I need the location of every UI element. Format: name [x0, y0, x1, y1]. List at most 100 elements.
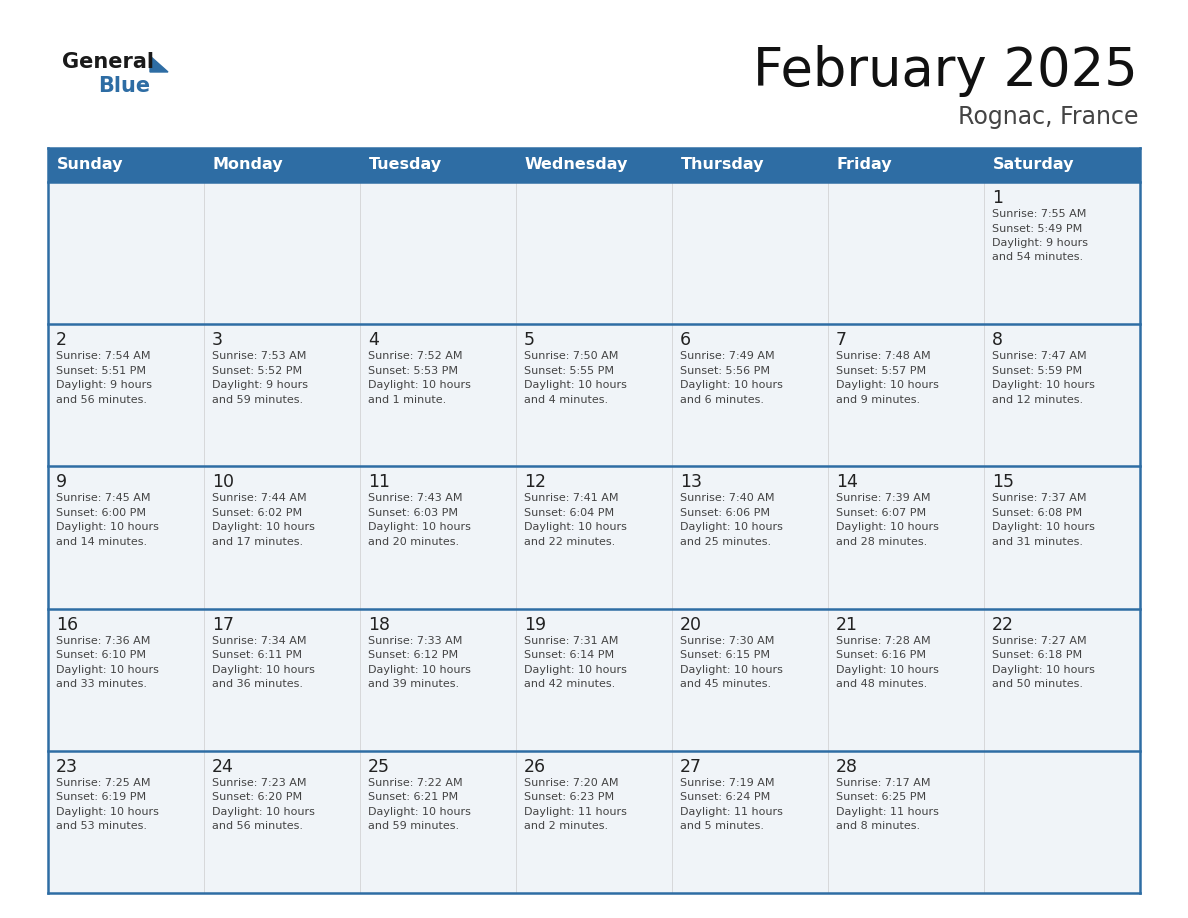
Bar: [48, 466, 204, 609]
Text: Sunrise: 7:39 AM: Sunrise: 7:39 AM: [836, 493, 930, 503]
Text: 26: 26: [524, 757, 546, 776]
Text: and 33 minutes.: and 33 minutes.: [56, 679, 147, 689]
Text: Sunset: 6:03 PM: Sunset: 6:03 PM: [368, 508, 459, 518]
Text: Sunrise: 7:34 AM: Sunrise: 7:34 AM: [211, 635, 307, 645]
Text: and 56 minutes.: and 56 minutes.: [211, 822, 303, 832]
Text: Sunset: 5:53 PM: Sunset: 5:53 PM: [368, 365, 459, 375]
Text: 17: 17: [211, 616, 234, 633]
Bar: [828, 751, 984, 893]
Text: 4: 4: [368, 331, 379, 349]
Bar: [672, 609, 828, 751]
Text: 25: 25: [368, 757, 390, 776]
Text: Daylight: 10 hours: Daylight: 10 hours: [56, 665, 159, 675]
Text: Sunset: 5:51 PM: Sunset: 5:51 PM: [56, 365, 146, 375]
Text: Daylight: 10 hours: Daylight: 10 hours: [368, 522, 470, 532]
Bar: [360, 751, 516, 893]
Text: and 4 minutes.: and 4 minutes.: [524, 395, 608, 405]
Text: and 2 minutes.: and 2 minutes.: [524, 822, 608, 832]
Text: Daylight: 10 hours: Daylight: 10 hours: [680, 665, 783, 675]
Text: and 28 minutes.: and 28 minutes.: [836, 537, 928, 547]
Text: Sunset: 6:23 PM: Sunset: 6:23 PM: [524, 792, 614, 802]
Bar: [828, 609, 984, 751]
Bar: [48, 324, 204, 466]
Text: Sunset: 5:55 PM: Sunset: 5:55 PM: [524, 365, 614, 375]
Text: 19: 19: [524, 616, 546, 633]
Text: Sunset: 6:15 PM: Sunset: 6:15 PM: [680, 650, 770, 660]
Bar: [516, 182, 672, 324]
Text: Daylight: 10 hours: Daylight: 10 hours: [56, 522, 159, 532]
Text: and 25 minutes.: and 25 minutes.: [680, 537, 771, 547]
Text: Sunrise: 7:27 AM: Sunrise: 7:27 AM: [992, 635, 1087, 645]
Bar: [672, 182, 828, 324]
Text: Sunrise: 7:45 AM: Sunrise: 7:45 AM: [56, 493, 151, 503]
Text: Sunset: 6:06 PM: Sunset: 6:06 PM: [680, 508, 770, 518]
Text: Sunrise: 7:52 AM: Sunrise: 7:52 AM: [368, 352, 462, 361]
Text: Sunrise: 7:25 AM: Sunrise: 7:25 AM: [56, 778, 151, 788]
Text: Sunrise: 7:28 AM: Sunrise: 7:28 AM: [836, 635, 930, 645]
Text: Daylight: 10 hours: Daylight: 10 hours: [211, 522, 315, 532]
Text: Sunrise: 7:23 AM: Sunrise: 7:23 AM: [211, 778, 307, 788]
Text: Sunset: 6:19 PM: Sunset: 6:19 PM: [56, 792, 146, 802]
Text: Sunrise: 7:41 AM: Sunrise: 7:41 AM: [524, 493, 619, 503]
Text: Sunset: 5:49 PM: Sunset: 5:49 PM: [992, 223, 1082, 233]
Text: Sunrise: 7:22 AM: Sunrise: 7:22 AM: [368, 778, 462, 788]
Text: Daylight: 9 hours: Daylight: 9 hours: [992, 238, 1088, 248]
Text: and 6 minutes.: and 6 minutes.: [680, 395, 764, 405]
Text: Sunrise: 7:55 AM: Sunrise: 7:55 AM: [992, 209, 1086, 219]
Bar: [516, 751, 672, 893]
Text: Sunrise: 7:17 AM: Sunrise: 7:17 AM: [836, 778, 930, 788]
Text: Sunrise: 7:50 AM: Sunrise: 7:50 AM: [524, 352, 619, 361]
Text: Daylight: 11 hours: Daylight: 11 hours: [524, 807, 627, 817]
Text: and 54 minutes.: and 54 minutes.: [992, 252, 1083, 263]
Text: Sunset: 6:10 PM: Sunset: 6:10 PM: [56, 650, 146, 660]
Text: Daylight: 10 hours: Daylight: 10 hours: [992, 380, 1095, 390]
Text: and 42 minutes.: and 42 minutes.: [524, 679, 615, 689]
Text: 13: 13: [680, 474, 702, 491]
Bar: [672, 324, 828, 466]
Text: 2: 2: [56, 331, 67, 349]
Text: 21: 21: [836, 616, 858, 633]
Text: Daylight: 10 hours: Daylight: 10 hours: [211, 665, 315, 675]
Text: Saturday: Saturday: [993, 158, 1074, 173]
Text: and 59 minutes.: and 59 minutes.: [368, 822, 459, 832]
Bar: [48, 751, 204, 893]
Text: Sunset: 5:52 PM: Sunset: 5:52 PM: [211, 365, 302, 375]
Bar: [984, 609, 1140, 751]
Text: Sunrise: 7:54 AM: Sunrise: 7:54 AM: [56, 352, 151, 361]
Text: Daylight: 10 hours: Daylight: 10 hours: [680, 380, 783, 390]
Text: Sunset: 6:24 PM: Sunset: 6:24 PM: [680, 792, 770, 802]
Text: Daylight: 11 hours: Daylight: 11 hours: [680, 807, 783, 817]
Text: and 36 minutes.: and 36 minutes.: [211, 679, 303, 689]
Bar: [48, 609, 204, 751]
Bar: [984, 324, 1140, 466]
Text: Sunset: 6:14 PM: Sunset: 6:14 PM: [524, 650, 614, 660]
Bar: [516, 324, 672, 466]
Text: Daylight: 9 hours: Daylight: 9 hours: [211, 380, 308, 390]
Text: and 56 minutes.: and 56 minutes.: [56, 395, 147, 405]
Text: Sunrise: 7:37 AM: Sunrise: 7:37 AM: [992, 493, 1087, 503]
Text: 5: 5: [524, 331, 535, 349]
Text: Sunset: 6:08 PM: Sunset: 6:08 PM: [992, 508, 1082, 518]
Text: Sunrise: 7:36 AM: Sunrise: 7:36 AM: [56, 635, 151, 645]
Text: Daylight: 9 hours: Daylight: 9 hours: [56, 380, 152, 390]
Text: Monday: Monday: [213, 158, 284, 173]
Text: Sunrise: 7:49 AM: Sunrise: 7:49 AM: [680, 352, 775, 361]
Text: Thursday: Thursday: [681, 158, 765, 173]
Text: and 31 minutes.: and 31 minutes.: [992, 537, 1083, 547]
Text: and 1 minute.: and 1 minute.: [368, 395, 447, 405]
Text: Sunset: 6:18 PM: Sunset: 6:18 PM: [992, 650, 1082, 660]
Text: and 39 minutes.: and 39 minutes.: [368, 679, 459, 689]
Text: Sunday: Sunday: [57, 158, 124, 173]
Text: and 20 minutes.: and 20 minutes.: [368, 537, 459, 547]
Text: Daylight: 10 hours: Daylight: 10 hours: [524, 522, 627, 532]
Text: and 48 minutes.: and 48 minutes.: [836, 679, 928, 689]
Text: 10: 10: [211, 474, 234, 491]
Text: 28: 28: [836, 757, 858, 776]
Text: Sunset: 5:57 PM: Sunset: 5:57 PM: [836, 365, 927, 375]
Text: Rognac, France: Rognac, France: [958, 105, 1138, 129]
Text: Sunset: 6:07 PM: Sunset: 6:07 PM: [836, 508, 927, 518]
Text: Daylight: 11 hours: Daylight: 11 hours: [836, 807, 939, 817]
Text: 12: 12: [524, 474, 546, 491]
Text: 1: 1: [992, 189, 1003, 207]
Bar: [204, 324, 360, 466]
